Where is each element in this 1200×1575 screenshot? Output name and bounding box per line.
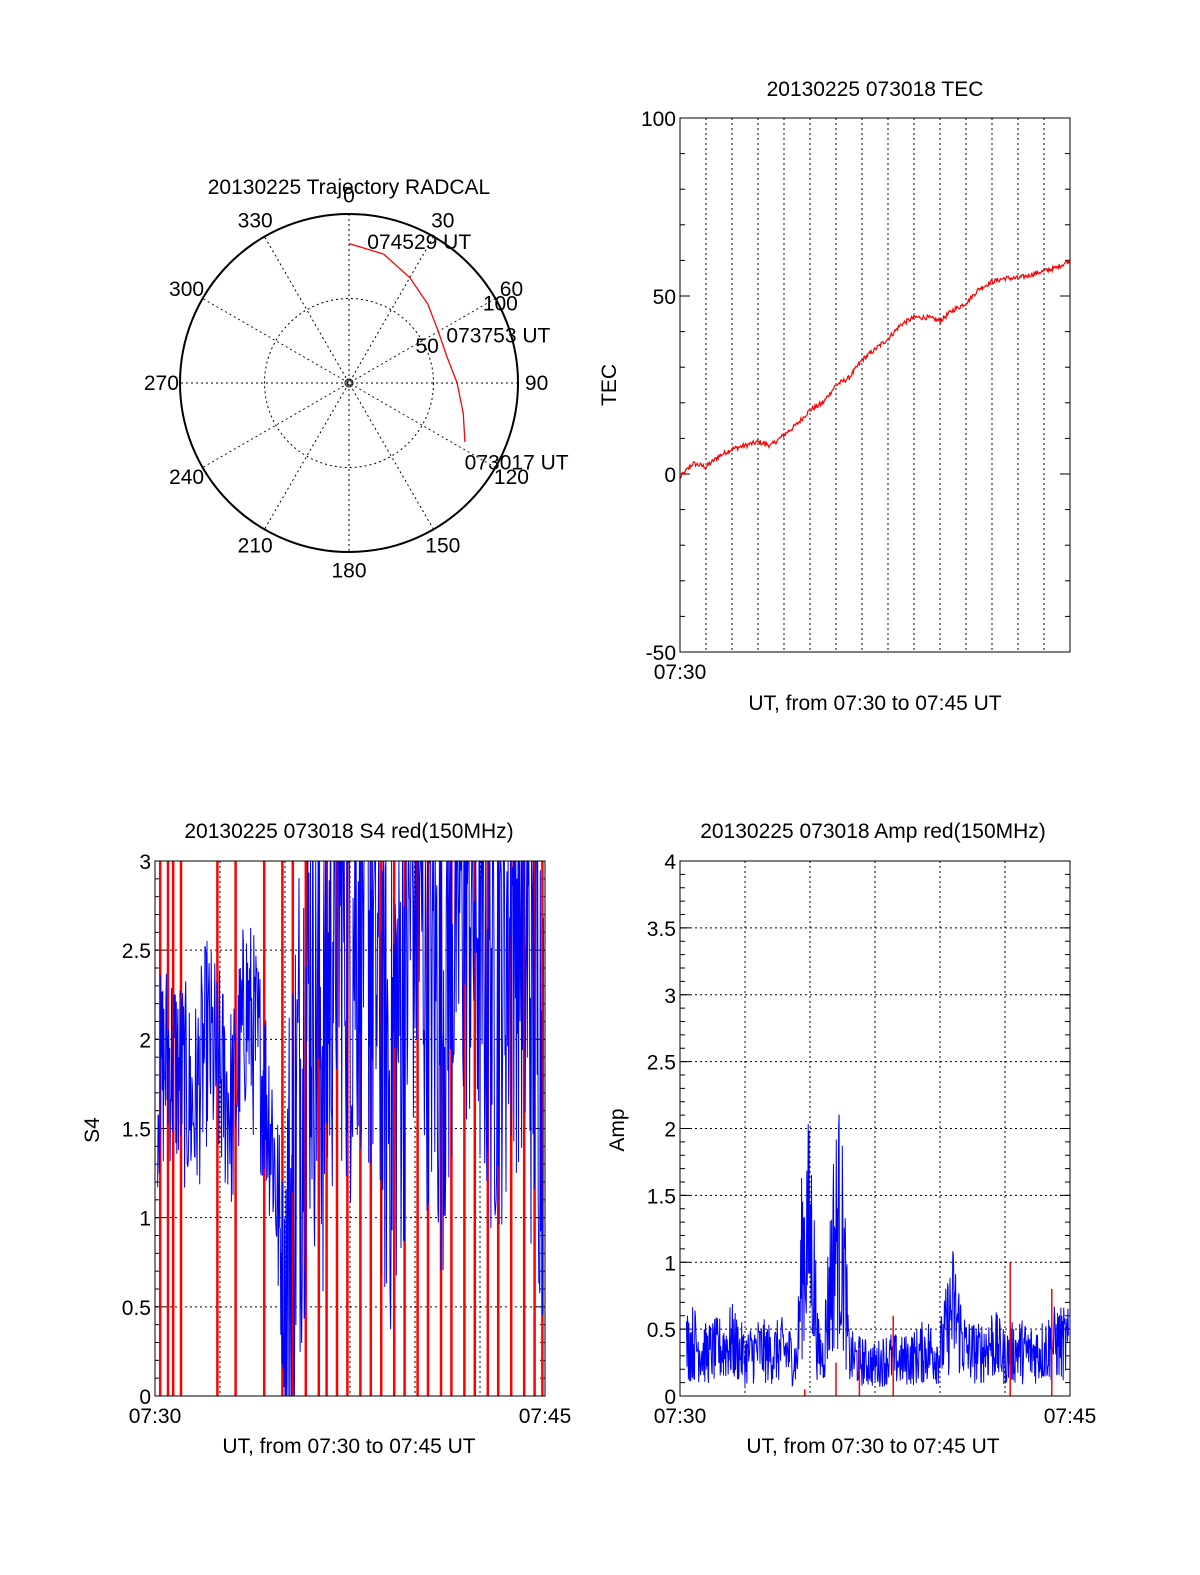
trajectory-time-label: 073753 UT <box>446 324 550 347</box>
trajectory-polar-chart: 20130225 Trajectory RADCAL 0 30 60 90 120 150… <box>144 176 569 583</box>
y-tick-label: 3 <box>664 985 676 1008</box>
polar-spoke <box>264 236 434 530</box>
polar-angle-label: 120 <box>494 466 529 489</box>
y-tick-label: 0 <box>664 464 676 487</box>
amp-title: 20130225 073018 Amp red(150MHz) <box>700 820 1046 843</box>
y-tick-label: 100 <box>641 108 676 131</box>
s4-ylabel: S4 <box>81 1117 104 1143</box>
polar-angle-label: 300 <box>169 278 204 301</box>
polar-spoke <box>264 236 434 530</box>
polar-angle-label: 90 <box>525 372 548 395</box>
amp-xlabel: UT, from 07:30 to 07:45 UT <box>746 1435 999 1458</box>
y-tick-label: 2 <box>664 1119 676 1142</box>
y-tick-label: 2.5 <box>647 1052 676 1075</box>
y-tick-label: -50 <box>646 642 676 665</box>
polar-spoke <box>202 298 496 468</box>
s4-xlabel: UT, from 07:30 to 07:45 UT <box>222 1435 475 1458</box>
s4-title: 20130225 073018 S4 red(150MHz) <box>184 820 513 843</box>
y-tick-label: 3.5 <box>647 918 676 941</box>
y-tick-label: 0 <box>139 1386 151 1409</box>
s4-chart: 20130225 073018 S4 red(150MHz) UT, from … <box>81 820 571 1458</box>
y-tick-label: 0.5 <box>647 1319 676 1342</box>
trajectory-time-label: 073017 UT <box>465 451 569 474</box>
tec-ylabel: TEC <box>598 364 621 406</box>
y-tick-label: 1.5 <box>122 1119 151 1142</box>
amp-chart: 20130225 073018 Amp red(150MHz) UT, from… <box>606 820 1096 1458</box>
x-tick-label: 07:45 <box>1044 1405 1097 1428</box>
s4-data <box>157 860 544 1397</box>
y-tick-label: 1 <box>664 1252 676 1275</box>
trajectory-title: 20130225 Trajectory RADCAL <box>208 176 491 199</box>
y-tick-label: 50 <box>653 286 676 309</box>
tec-title: 20130225 073018 TEC <box>767 78 984 101</box>
polar-angle-label: 0 <box>343 184 355 207</box>
polar-spoke <box>202 298 496 468</box>
trajectory-line <box>348 242 466 443</box>
x-tick-label: 07:30 <box>129 1405 182 1428</box>
y-tick-label: 2.5 <box>122 940 151 963</box>
polar-radial-label: 50 <box>415 335 438 358</box>
tec-xlabel: UT, from 07:30 to 07:45 UT <box>748 692 1001 715</box>
y-tick-label: 0 <box>664 1386 676 1409</box>
amp-series-line <box>686 1114 1069 1388</box>
polar-grid-circle <box>264 298 434 468</box>
y-tick-label: 4 <box>664 851 676 874</box>
polar-angle-label: 240 <box>169 466 204 489</box>
plot-frame <box>679 117 1071 653</box>
polar-angle-label: 150 <box>425 534 460 557</box>
y-tick-label: 2 <box>139 1029 151 1052</box>
x-tick-label: 07:30 <box>654 1405 707 1428</box>
plot-frame <box>679 860 1071 1397</box>
y-tick-label: 1.5 <box>647 1185 676 1208</box>
x-tick-label: 07:45 <box>519 1405 572 1428</box>
polar-radial-label: 100 <box>483 293 518 316</box>
tec-chart: 20130225 073018 TEC UT, from 07:30 to 07… <box>598 78 1071 715</box>
trajectory-time-label: 074529 UT <box>367 231 471 254</box>
polar-angle-label: 30 <box>431 210 454 233</box>
x-tick-label: 07:30 <box>654 661 707 684</box>
polar-angle-label: 60 <box>500 278 523 301</box>
tec-series-line <box>679 259 1071 479</box>
polar-angle-label: 180 <box>331 560 366 583</box>
plot-frame <box>154 860 546 1397</box>
y-tick-label: 3 <box>139 851 151 874</box>
y-tick-label: 1 <box>139 1208 151 1231</box>
polar-angle-label: 330 <box>238 210 273 233</box>
y-tick-label: 0.5 <box>122 1297 151 1320</box>
polar-angle-label: 210 <box>238 534 273 557</box>
amp-data <box>686 1114 1069 1396</box>
amp-ylabel: Amp <box>606 1108 629 1151</box>
polar-angle-label: 270 <box>144 372 179 395</box>
